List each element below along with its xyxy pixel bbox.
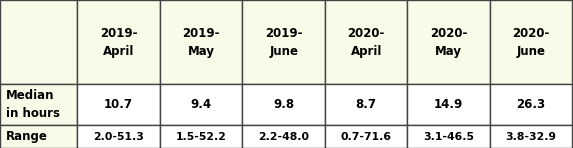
Bar [0,125,77,148]
Text: 2019-
June: 2019- June [265,27,303,58]
Bar [325,84,407,125]
Text: 2019-
May: 2019- May [182,27,220,58]
Bar [490,84,572,125]
Text: 9.8: 9.8 [273,98,294,111]
Bar [407,84,490,125]
Bar [242,84,325,125]
Bar [160,125,242,148]
Text: Range: Range [6,130,48,143]
Text: 2020-
June: 2020- June [512,27,550,58]
Bar [160,84,242,125]
Text: 2.2-48.0: 2.2-48.0 [258,132,309,141]
Text: 14.9: 14.9 [434,98,464,111]
Text: 26.3: 26.3 [517,98,545,111]
Bar [77,84,160,125]
Text: 3.8-32.9: 3.8-32.9 [505,132,557,141]
Text: 2020-
May: 2020- May [430,27,468,58]
Text: 2020-
April: 2020- April [347,27,385,58]
Text: 8.7: 8.7 [356,98,376,111]
Text: 10.7: 10.7 [104,98,133,111]
Text: 0.7-71.6: 0.7-71.6 [340,132,392,141]
Text: Median: Median [6,89,54,102]
Bar [77,125,160,148]
Bar [407,125,490,148]
Bar [325,125,407,148]
Bar [490,0,572,84]
Bar [0,84,77,125]
Bar [77,0,160,84]
Text: 2019-
April: 2019- April [100,27,138,58]
Bar [160,0,242,84]
Text: 3.1-46.5: 3.1-46.5 [423,132,474,141]
Text: 2.0-51.3: 2.0-51.3 [93,132,144,141]
Bar [407,0,490,84]
Text: in hours: in hours [6,107,60,120]
Text: 9.4: 9.4 [191,98,211,111]
Text: 1.5-52.2: 1.5-52.2 [176,132,226,141]
Bar [242,125,325,148]
Bar [325,0,407,84]
Bar [242,0,325,84]
Bar [0,0,77,84]
Bar [490,125,572,148]
